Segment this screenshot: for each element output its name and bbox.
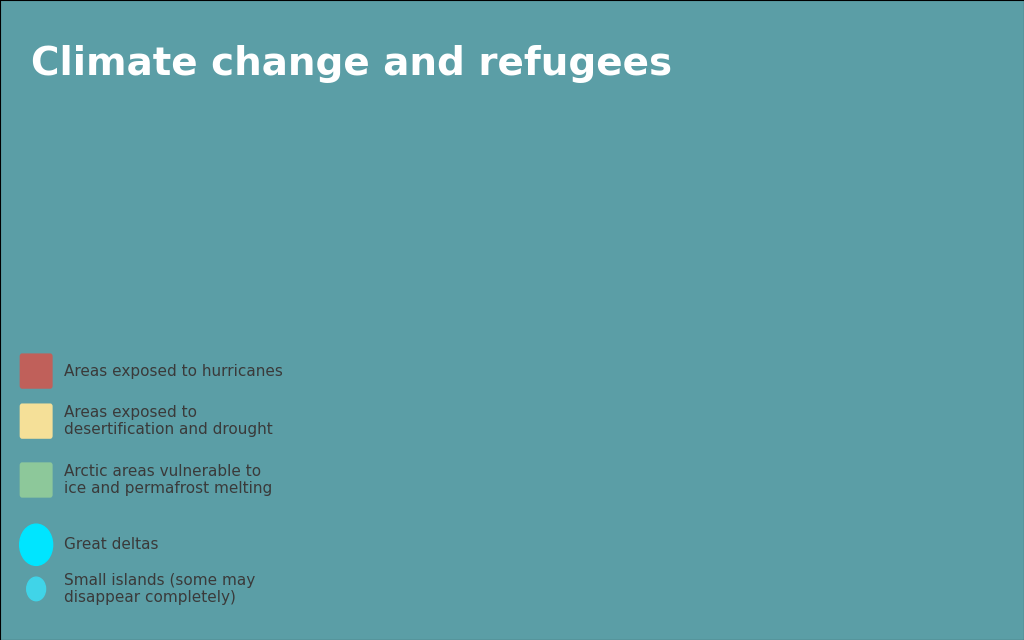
Circle shape: [27, 577, 45, 601]
Text: Arctic areas vulnerable to
ice and permafrost melting: Arctic areas vulnerable to ice and perma…: [65, 464, 272, 496]
FancyBboxPatch shape: [19, 403, 52, 439]
Text: Areas exposed to
desertification and drought: Areas exposed to desertification and dro…: [65, 405, 273, 437]
Text: Climate change and refugees: Climate change and refugees: [31, 45, 672, 83]
FancyBboxPatch shape: [19, 462, 52, 498]
Text: Areas exposed to hurricanes: Areas exposed to hurricanes: [65, 364, 284, 379]
Circle shape: [19, 524, 52, 565]
FancyBboxPatch shape: [19, 353, 52, 388]
Text: Great deltas: Great deltas: [65, 537, 159, 552]
Text: Small islands (some may
disappear completely): Small islands (some may disappear comple…: [65, 573, 256, 605]
